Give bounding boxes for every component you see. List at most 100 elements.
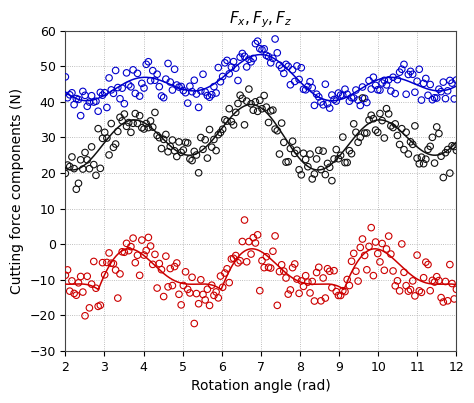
Point	[252, 99, 259, 105]
Point	[387, 251, 395, 257]
Point	[201, 137, 209, 143]
Point	[258, 46, 266, 53]
Point	[422, 156, 429, 162]
Point	[418, 154, 425, 160]
Point	[90, 258, 98, 265]
Point	[372, 127, 379, 133]
Point	[298, 278, 305, 284]
Point	[385, 111, 392, 117]
Point	[62, 74, 69, 80]
Point	[136, 93, 144, 99]
Point	[280, 139, 288, 145]
Point	[134, 120, 141, 127]
Point	[387, 88, 395, 94]
Point	[393, 278, 401, 284]
Point	[304, 83, 311, 90]
Point	[166, 79, 174, 85]
Point	[326, 268, 334, 274]
Point	[175, 84, 183, 90]
Point	[258, 258, 266, 264]
Point	[446, 170, 454, 177]
Point	[138, 237, 146, 243]
Point	[232, 252, 239, 259]
Point	[160, 136, 167, 143]
Point	[306, 151, 314, 157]
Point	[160, 293, 167, 300]
Point	[317, 297, 325, 304]
Point	[206, 126, 213, 133]
Point	[348, 150, 356, 157]
Point	[263, 52, 270, 58]
Point	[319, 148, 327, 154]
Point	[409, 141, 417, 147]
Point	[341, 86, 349, 92]
Point	[212, 90, 220, 96]
Point	[127, 243, 135, 250]
Point	[287, 81, 294, 88]
Point	[73, 292, 80, 299]
Point	[431, 279, 438, 285]
Point	[232, 65, 239, 71]
Point	[295, 290, 303, 297]
Point	[147, 243, 155, 249]
Point	[267, 60, 274, 66]
Point	[64, 95, 72, 101]
Point	[131, 90, 139, 97]
Point	[433, 95, 440, 101]
Point	[313, 269, 320, 276]
Point	[442, 278, 449, 285]
Point	[367, 112, 375, 118]
Point	[88, 281, 95, 287]
Point	[125, 119, 133, 126]
Point	[131, 260, 139, 266]
Point	[365, 117, 373, 123]
Point	[155, 135, 163, 141]
Point	[298, 64, 305, 71]
Point	[109, 144, 117, 151]
Point	[326, 105, 334, 111]
Point	[324, 160, 331, 167]
Point	[171, 66, 178, 73]
Point	[442, 96, 449, 102]
Point	[332, 98, 340, 104]
Point	[64, 162, 72, 168]
Point	[88, 93, 95, 99]
Point	[234, 77, 242, 84]
Point	[402, 129, 410, 135]
Point	[254, 38, 261, 44]
Point	[444, 297, 451, 304]
Point	[343, 276, 351, 283]
Point	[309, 85, 316, 91]
Point	[217, 79, 224, 85]
Point	[182, 139, 189, 145]
Point	[271, 126, 279, 132]
Point	[428, 134, 436, 141]
Point	[188, 157, 196, 164]
Point	[418, 289, 425, 296]
Point	[315, 147, 323, 154]
Point	[223, 57, 231, 64]
Point	[237, 258, 244, 264]
Point	[400, 61, 408, 68]
Point	[215, 64, 222, 71]
Point	[352, 129, 360, 135]
Point	[367, 224, 375, 231]
Point	[109, 90, 117, 97]
Point	[127, 129, 135, 135]
Point	[398, 125, 406, 132]
Point	[374, 129, 382, 135]
Point	[343, 91, 351, 98]
Point	[203, 155, 211, 161]
Point	[109, 260, 117, 267]
Point	[411, 123, 419, 129]
Point	[315, 93, 323, 100]
Point	[215, 131, 222, 138]
Point	[142, 247, 150, 254]
Point	[383, 106, 390, 112]
Point	[149, 124, 156, 130]
Point	[269, 55, 277, 62]
Point	[422, 75, 429, 82]
Point	[136, 112, 144, 119]
Point	[363, 266, 371, 273]
Point	[92, 285, 100, 291]
